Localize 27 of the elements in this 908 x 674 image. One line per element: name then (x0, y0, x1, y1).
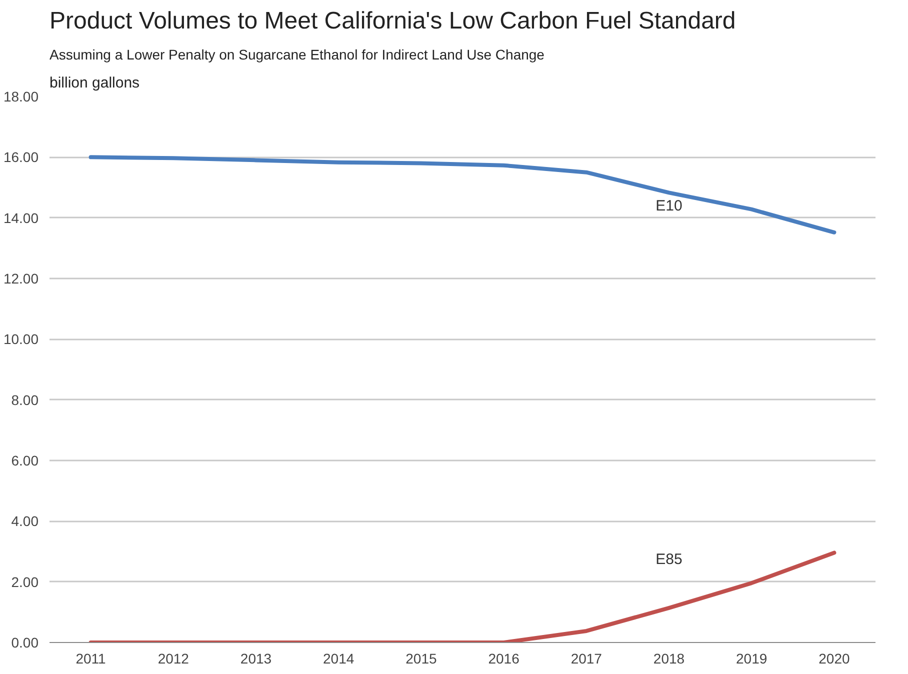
text: E85 (656, 550, 682, 568)
y-tick-label: 8.00 (11, 392, 39, 408)
y-tick-label: 6.00 (11, 452, 39, 468)
y-tick-label: 12.00 (3, 270, 39, 286)
line-series (88, 550, 836, 642)
y-tick-label: 10.00 (3, 331, 39, 348)
y-tick-label: 4.00 (11, 513, 39, 530)
y-tick-label: 18.00 (3, 88, 39, 104)
series-label: E10 (656, 198, 682, 215)
y-tick-label: 2.00 (11, 574, 39, 590)
x-tick-label: 2013 (240, 650, 272, 666)
x-tick-label: 2019 (736, 650, 768, 666)
y-tick-label: 14.00 (3, 210, 39, 226)
x-tick-label: 2012 (158, 650, 190, 666)
x-tick-label: 2015 (406, 650, 437, 666)
y-axis-title: billion gallons (50, 74, 140, 92)
chart-title: Product Volumes to Meet California's Low Carbon Fuel Standard (50, 8, 736, 34)
x-tick-label: 2018 (653, 650, 685, 666)
line-series (88, 155, 836, 234)
chart-subtitle: Assuming a Lower Penalty on Sugarcane Ethanol for Indirect Land Use Change (50, 46, 545, 62)
y-tick-label: 16.00 (3, 149, 39, 166)
x-tick-label: 2011 (76, 650, 106, 666)
y-tick-label: 0.00 (11, 634, 39, 650)
x-tick-label: 2017 (570, 650, 602, 666)
x-tick-label: 2014 (323, 650, 354, 666)
x-tick-label: 2020 (818, 650, 850, 666)
x-tick-label: 2016 (488, 650, 520, 666)
